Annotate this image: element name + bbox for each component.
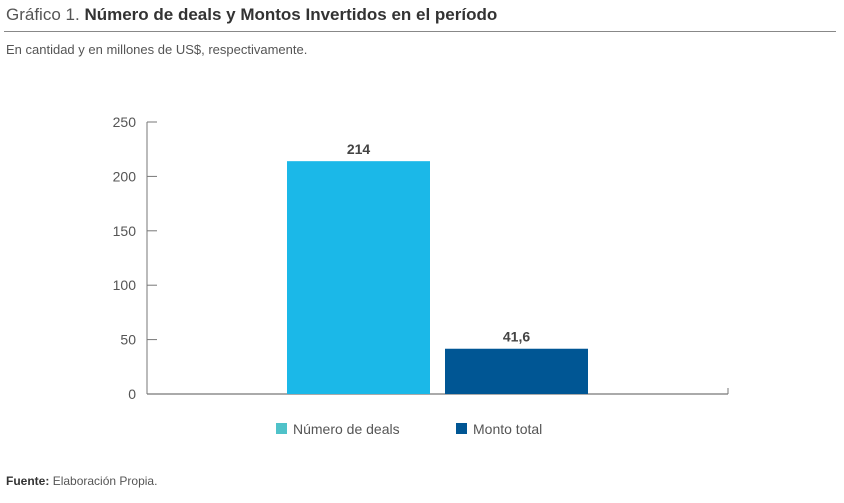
legend-swatch	[456, 423, 467, 434]
y-tick-label: 200	[113, 168, 137, 184]
data-label: 41,6	[503, 329, 530, 345]
source-text: Elaboración Propia.	[52, 474, 158, 488]
title-prefix: Gráfico 1.	[6, 5, 80, 24]
y-tick-label: 150	[113, 223, 137, 239]
bar-1	[287, 161, 430, 394]
legend-label: Monto total	[473, 421, 542, 437]
data-label: 214	[347, 141, 371, 157]
y-tick-label: 0	[128, 386, 136, 402]
source-label: Fuente:	[6, 474, 50, 488]
bar-2	[445, 348, 588, 394]
y-tick-label: 50	[120, 332, 136, 348]
legend-swatch	[276, 423, 287, 434]
chart-subtitle: En cantidad y en millones de US$, respec…	[6, 42, 308, 57]
source-note: Fuente: Elaboración Propia.	[6, 474, 157, 488]
chart-title: Gráfico 1. Número de deals y Montos Inve…	[6, 5, 497, 25]
y-tick-label: 250	[113, 114, 137, 130]
title-divider	[4, 31, 836, 32]
legend-label: Número de deals	[293, 421, 400, 437]
y-tick-label: 100	[113, 277, 137, 293]
title-main: Número de deals y Montos Invertidos en e…	[84, 5, 498, 24]
